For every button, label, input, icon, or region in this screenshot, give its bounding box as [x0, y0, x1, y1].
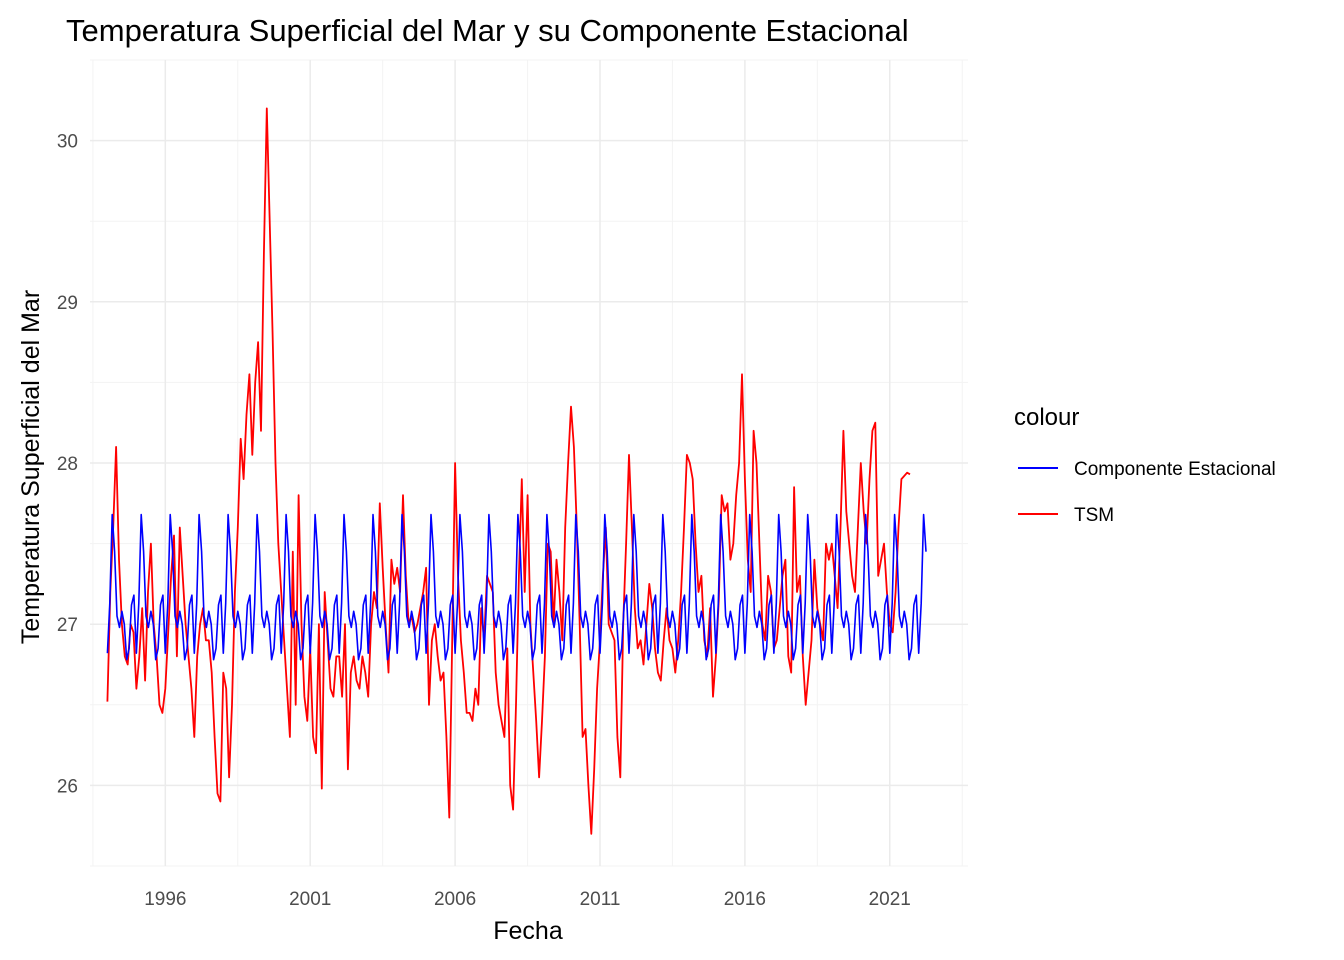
x-axis-title: Fecha — [493, 917, 563, 945]
y-tick-label: 26 — [57, 776, 78, 797]
x-tick-label: 2021 — [869, 889, 911, 910]
series-line-componente-estacional — [106, 513, 927, 661]
legend-label-tsm: TSM — [1074, 505, 1114, 526]
legend-entry-tsm: TSM — [1018, 505, 1114, 526]
legend-label-componente-estacional: Componente Estacional — [1074, 459, 1276, 480]
chart-title: Temperatura Superficial del Mar y su Com… — [66, 13, 909, 48]
y-axis-ticks: 26 27 28 29 30 — [57, 132, 78, 798]
x-tick-label: 2001 — [289, 889, 331, 910]
plot-panel — [90, 59, 968, 867]
series-lines — [106, 107, 927, 835]
x-tick-label: 2016 — [724, 889, 766, 910]
legend: colour Componente Estacional TSM — [1014, 404, 1276, 526]
y-tick-label: 30 — [57, 132, 78, 153]
legend-entry-componente-estacional: Componente Estacional — [1018, 459, 1276, 480]
y-tick-label: 28 — [57, 454, 78, 475]
x-tick-label: 2006 — [434, 889, 476, 910]
x-tick-label: 1996 — [144, 889, 186, 910]
y-tick-label: 27 — [57, 615, 78, 636]
x-axis-ticks: 1996 2001 2006 2011 2016 2021 — [144, 889, 911, 910]
y-tick-label: 29 — [57, 293, 78, 314]
legend-title: colour — [1014, 404, 1079, 431]
series-line-tsm — [106, 107, 911, 835]
x-tick-label: 2011 — [580, 889, 621, 910]
y-axis-title: Temperatura Superficial del Mar — [17, 290, 45, 644]
